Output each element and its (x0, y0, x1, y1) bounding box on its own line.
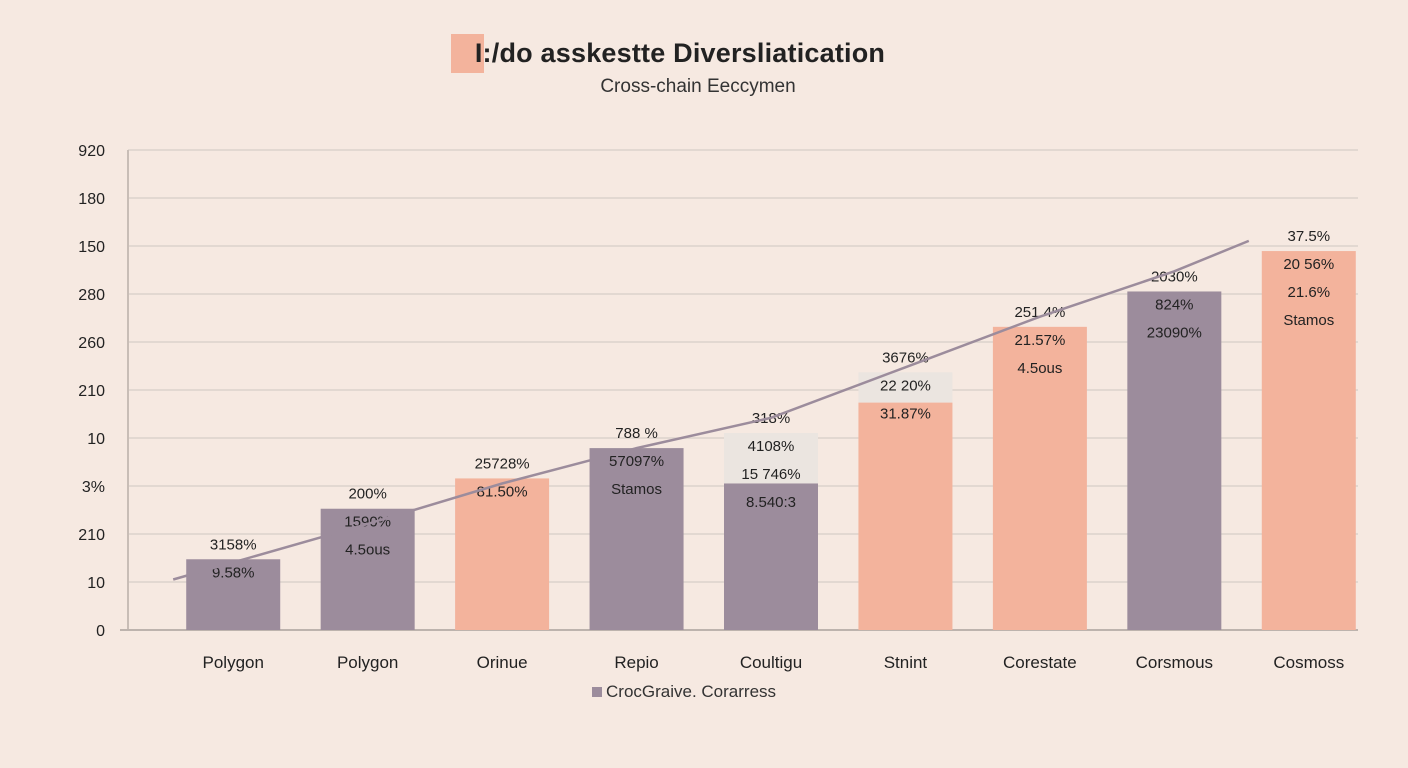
chart-title: I:/do asskestte Diverslіatication (474, 38, 886, 68)
chart-subtitle: Cross-chain Eeccymen (600, 76, 796, 97)
bar (320, 508, 415, 630)
x-tick-label: Corestate (1003, 653, 1077, 672)
bar (1127, 291, 1222, 630)
x-tick-label: Polygon (203, 653, 264, 672)
data-label: Stamos (611, 481, 662, 498)
data-label: 81.50% (477, 483, 528, 500)
data-label: 21.6% (1288, 284, 1331, 301)
data-label: 2030% (1151, 268, 1198, 285)
data-label: 4.5ous (1017, 360, 1062, 377)
x-tick-label: Coultigu (740, 653, 802, 672)
data-label: 23090% (1147, 324, 1202, 341)
y-tick-label: 180 (78, 191, 105, 208)
x-tick-label: Cosmoss (1273, 653, 1344, 672)
y-tick-label: 210 (78, 527, 105, 544)
bar (858, 402, 953, 630)
legend-label: CrocGraive. Corarress (606, 682, 777, 701)
y-tick-label: 210 (78, 383, 105, 400)
data-label: 4108% (748, 438, 795, 455)
data-label: 57097% (609, 453, 664, 470)
data-label: 200% (348, 486, 386, 503)
bar-upper-segment (858, 372, 953, 403)
data-label: 21.57% (1014, 332, 1065, 349)
y-tick-label: 10 (87, 431, 105, 448)
x-tick-label: Stnint (884, 653, 928, 672)
bar (724, 483, 818, 630)
bar (992, 326, 1087, 630)
y-tick-label: 3% (82, 479, 105, 496)
y-tick-label: 0 (96, 623, 105, 640)
data-label: 3158% (210, 536, 257, 553)
x-tick-label: Orinue (477, 653, 528, 672)
data-label: 9.58% (212, 564, 255, 581)
y-tick-label: 260 (78, 335, 105, 352)
x-tick-label: Repio (614, 653, 658, 672)
y-tick-label: 280 (78, 287, 105, 304)
data-label: 31.87% (880, 405, 931, 422)
data-label: 824% (1155, 296, 1193, 313)
data-label: 788 % (615, 425, 658, 442)
y-tick-label: 150 (78, 239, 105, 256)
bar-upper-segment (724, 432, 818, 484)
data-label: 37.5% (1288, 228, 1331, 245)
x-tick-label: Corsmous (1136, 653, 1213, 672)
data-label: 22 20% (880, 377, 931, 394)
x-tick-label: Polygon (337, 653, 398, 672)
legend: CrocGraive. Corarress (592, 682, 776, 702)
data-label: 15 746% (741, 466, 800, 483)
data-label: 20 56% (1283, 256, 1334, 273)
data-label: 4.5ous (345, 542, 390, 559)
title-accent-swatch (451, 34, 484, 73)
bar (589, 448, 684, 630)
data-label: 8.540:3 (746, 494, 796, 511)
trend-line (172, 239, 1250, 581)
data-label: 3676% (882, 349, 929, 366)
data-label: 25728% (475, 455, 530, 472)
bar (1261, 251, 1356, 631)
data-label: Stamos (1283, 312, 1334, 329)
legend-swatch (592, 687, 602, 697)
y-tick-label: 920 (78, 143, 105, 160)
y-tick-label: 10 (87, 575, 105, 592)
data-label: 251.4% (1014, 304, 1065, 321)
bar (455, 478, 550, 630)
